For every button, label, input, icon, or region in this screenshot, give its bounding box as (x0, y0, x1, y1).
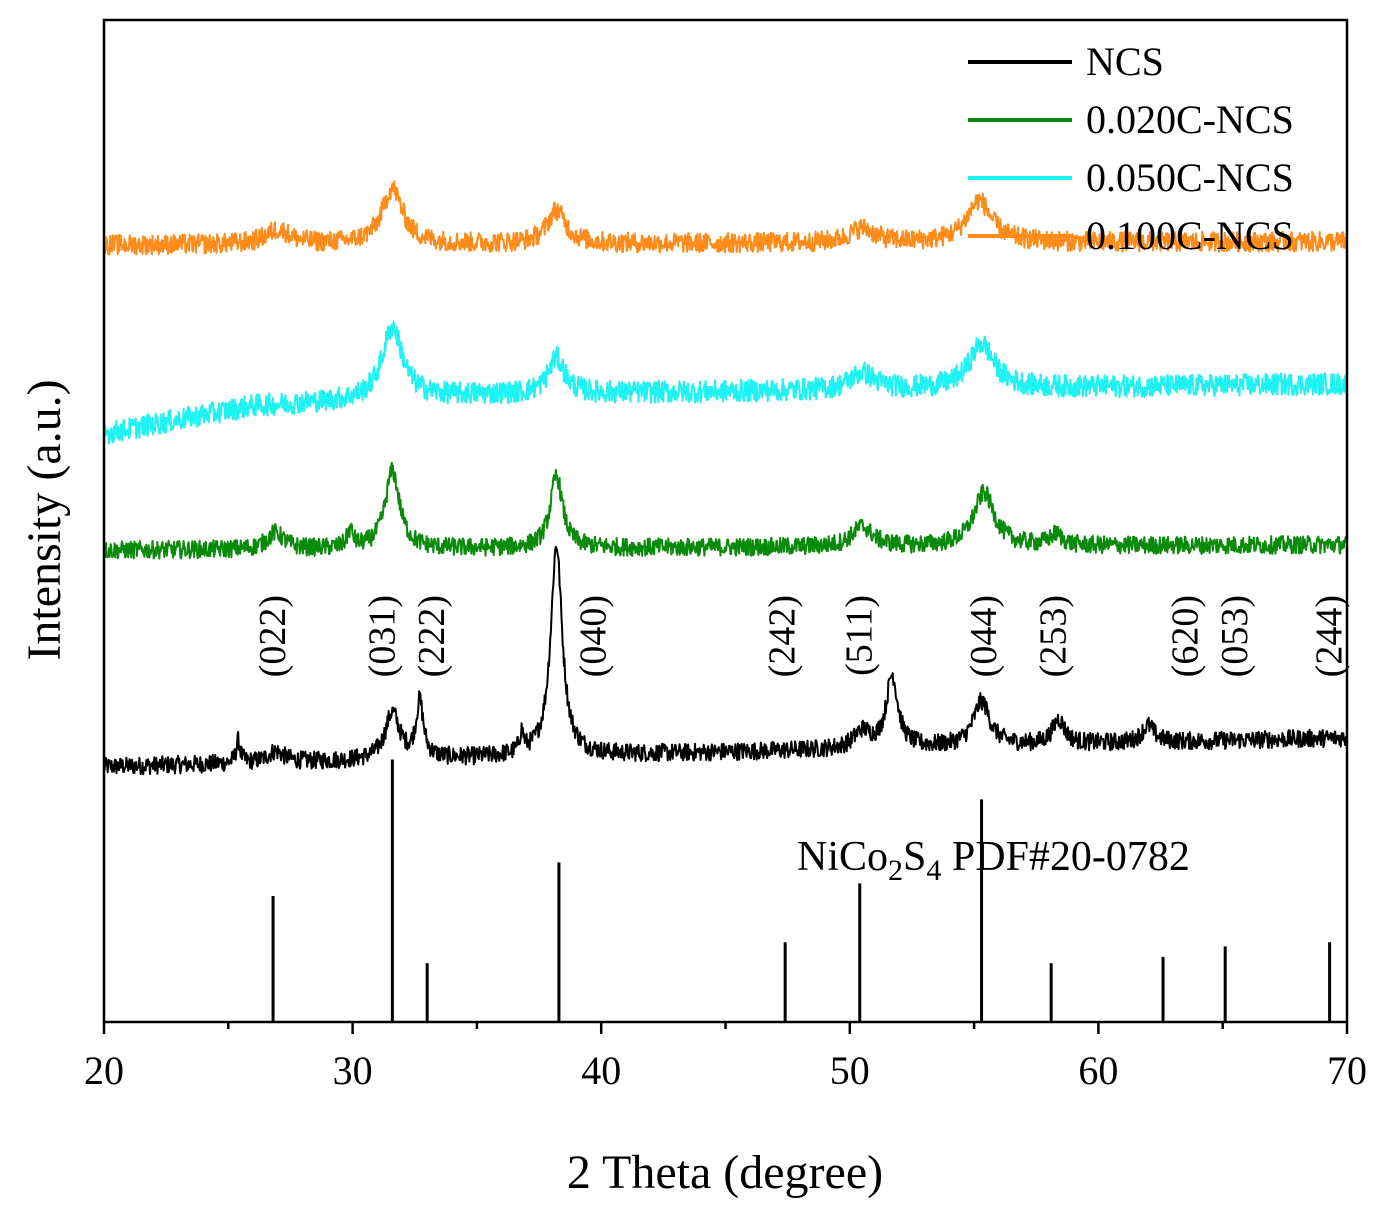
legend-label-0-020c-ncs: 0.020C-NCS (1086, 97, 1294, 142)
miller-index-244: (244) (1309, 595, 1351, 677)
x-tick-label-20: 20 (84, 1048, 124, 1093)
series-line-0-050c-ncs (103, 320, 1348, 445)
legend: NCS 0.020C-NCS 0.050C-NCS 0.100C-NCS (968, 39, 1294, 258)
legend-label-0-100c-ncs: 0.100C-NCS (1086, 213, 1294, 258)
x-tick-label-40: 40 (581, 1048, 621, 1093)
ref-label-subscript-2: 4 (926, 854, 941, 887)
x-tick-label-70: 70 (1327, 1048, 1367, 1093)
x-axis-ticks: 20 30 40 50 60 70 (84, 1022, 1367, 1093)
ref-label-subscript-1: 2 (888, 854, 903, 887)
miller-index-022: (022) (252, 595, 294, 677)
ref-label-pdf-card: PDF#20-0782 (941, 834, 1190, 880)
miller-index-511: (511) (839, 595, 881, 676)
y-axis-label: Intensity (a.u.) (18, 379, 71, 660)
series-line-0-100c-ncs (103, 180, 1348, 256)
miller-index-242: (242) (762, 595, 804, 677)
x-tick-label-50: 50 (830, 1048, 870, 1093)
x-tick-label-30: 30 (333, 1048, 373, 1093)
series-line-0-020c-ncs (103, 461, 1348, 560)
x-axis-label: 2 Theta (degree) (567, 1146, 883, 1199)
series-layer (103, 180, 1348, 776)
miller-index-040: (040) (573, 595, 615, 677)
ref-label-formula-mid: S (903, 834, 926, 880)
reference-layer (271, 759, 1332, 1022)
miller-index-620: (620) (1164, 595, 1206, 677)
miller-index-031: (031) (361, 595, 403, 677)
miller-index-layer: (022) (031) (222) (040) (242) (511) (044) (253)… (252, 595, 1351, 677)
series-line-ncs (103, 545, 1348, 776)
legend-label-ncs: NCS (1086, 39, 1164, 84)
miller-index-253: (253) (1033, 595, 1075, 677)
miller-index-053: (053) (1214, 595, 1256, 677)
miller-index-222: (222) (411, 595, 453, 677)
legend-label-0-050c-ncs: 0.050C-NCS (1086, 155, 1294, 200)
reference-pattern-label: NiCo2S4 PDF#20-0782 (797, 834, 1190, 887)
x-tick-label-60: 60 (1078, 1048, 1118, 1093)
ref-label-formula-start: NiCo (797, 834, 888, 880)
miller-index-044: (044) (963, 595, 1005, 677)
